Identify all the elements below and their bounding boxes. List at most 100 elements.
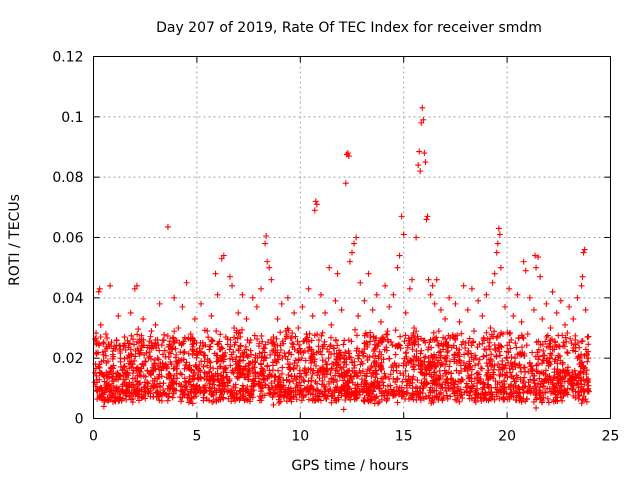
data-point	[384, 392, 391, 399]
data-point	[451, 389, 458, 396]
data-point	[562, 334, 569, 341]
data-point	[247, 337, 254, 344]
data-point	[500, 396, 507, 403]
data-point	[95, 288, 102, 295]
data-point	[198, 300, 205, 307]
data-point	[405, 342, 412, 349]
data-point	[368, 380, 375, 387]
data-point	[100, 339, 107, 346]
data-point	[283, 377, 290, 384]
data-point	[510, 393, 517, 400]
data-point	[497, 264, 504, 271]
data-point	[248, 388, 255, 395]
data-point	[273, 335, 280, 342]
data-point	[350, 392, 357, 399]
data-point	[333, 377, 340, 384]
data-point	[390, 291, 397, 298]
data-point	[161, 347, 168, 354]
data-point	[532, 252, 539, 259]
data-point	[210, 392, 217, 399]
data-point	[305, 338, 312, 345]
data-point	[551, 369, 558, 376]
data-point	[145, 380, 152, 387]
data-point	[476, 356, 483, 363]
data-point	[417, 168, 424, 175]
data-point	[110, 390, 117, 397]
data-point	[455, 378, 462, 385]
data-point	[296, 379, 303, 386]
data-point	[472, 352, 479, 359]
data-point	[260, 345, 267, 352]
data-point	[468, 378, 475, 385]
data-point	[373, 393, 380, 400]
data-point	[298, 397, 305, 404]
data-point	[466, 335, 473, 342]
data-point	[154, 336, 161, 343]
data-point	[427, 291, 434, 298]
data-point	[382, 282, 389, 289]
data-point	[494, 388, 501, 395]
data-point	[457, 362, 464, 369]
data-point	[454, 383, 461, 390]
data-point	[127, 309, 134, 316]
data-point	[413, 234, 420, 241]
data-point	[507, 345, 514, 352]
data-point	[204, 328, 211, 335]
data-point	[191, 383, 198, 390]
data-point	[122, 392, 129, 399]
data-point	[336, 352, 343, 359]
data-point	[127, 358, 134, 365]
data-point	[383, 347, 390, 354]
data-point	[359, 349, 366, 356]
data-point	[206, 346, 213, 353]
data-point	[288, 334, 295, 341]
data-point	[328, 375, 335, 382]
data-point	[485, 384, 492, 391]
data-point	[305, 285, 312, 292]
data-point	[355, 312, 362, 319]
data-point	[332, 297, 339, 304]
x-tick-label: 15	[395, 429, 413, 445]
data-point	[231, 395, 238, 402]
data-point	[522, 267, 529, 274]
data-point	[309, 350, 316, 357]
data-point	[318, 351, 325, 358]
data-point	[513, 397, 520, 404]
data-point	[174, 361, 181, 368]
data-point	[292, 333, 299, 340]
data-point	[508, 336, 515, 343]
data-point	[433, 376, 440, 383]
data-point	[156, 347, 163, 354]
data-point	[233, 391, 240, 398]
data-point	[316, 393, 323, 400]
data-point	[378, 388, 385, 395]
data-point	[516, 351, 523, 358]
data-point	[544, 355, 551, 362]
data-point	[511, 378, 518, 385]
data-point	[189, 376, 196, 383]
data-point	[109, 351, 116, 358]
data-point	[578, 338, 585, 345]
data-point	[542, 371, 549, 378]
data-point	[222, 383, 229, 390]
data-point	[392, 379, 399, 386]
data-point	[466, 392, 473, 399]
data-point	[524, 331, 531, 338]
data-point	[215, 357, 222, 364]
data-point	[179, 303, 186, 310]
data-point	[419, 384, 426, 391]
data-point	[409, 346, 416, 353]
data-point	[191, 315, 198, 322]
data-point	[328, 392, 335, 399]
data-point	[478, 391, 485, 398]
data-point	[551, 346, 558, 353]
data-point	[577, 355, 584, 362]
data-point	[97, 321, 104, 328]
data-point	[555, 379, 562, 386]
data-point	[315, 396, 322, 403]
data-point	[404, 358, 411, 365]
data-point	[305, 396, 312, 403]
data-point	[250, 383, 257, 390]
data-point	[98, 370, 105, 377]
data-point	[355, 355, 362, 362]
